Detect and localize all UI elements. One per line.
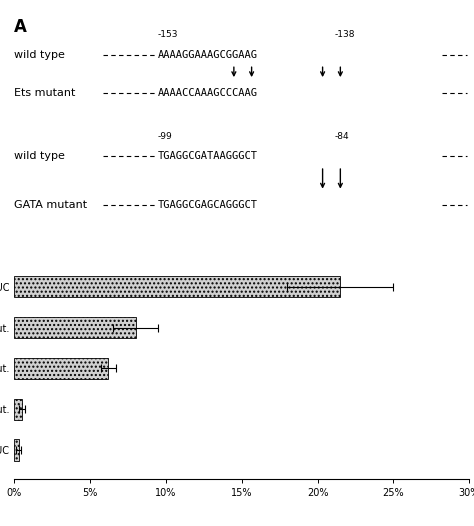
Text: -153: -153 — [157, 30, 178, 39]
Text: wild type: wild type — [14, 151, 65, 161]
Text: TGAGGCGATAAGGGCT: TGAGGCGATAAGGGCT — [157, 151, 257, 161]
Text: Ets mutant: Ets mutant — [14, 88, 75, 98]
Text: A: A — [14, 18, 27, 36]
Bar — [14, 317, 136, 338]
Text: -84: -84 — [335, 132, 350, 140]
Text: AAAAGGAAAGCGGAAG: AAAAGGAAAGCGGAAG — [157, 49, 257, 59]
Text: GATA mutant: GATA mutant — [14, 200, 87, 210]
Text: AAAACCAAAGCCCAAG: AAAACCAAAGCCCAAG — [157, 88, 257, 98]
Text: -99: -99 — [157, 132, 173, 140]
Text: wild type: wild type — [14, 49, 65, 59]
Bar — [14, 358, 108, 379]
Text: -138: -138 — [335, 30, 356, 39]
Bar — [14, 276, 340, 297]
Text: TGAGGCGAGCAGGGCT: TGAGGCGAGCAGGGCT — [157, 200, 257, 210]
Bar — [14, 399, 22, 420]
Bar — [14, 440, 19, 461]
